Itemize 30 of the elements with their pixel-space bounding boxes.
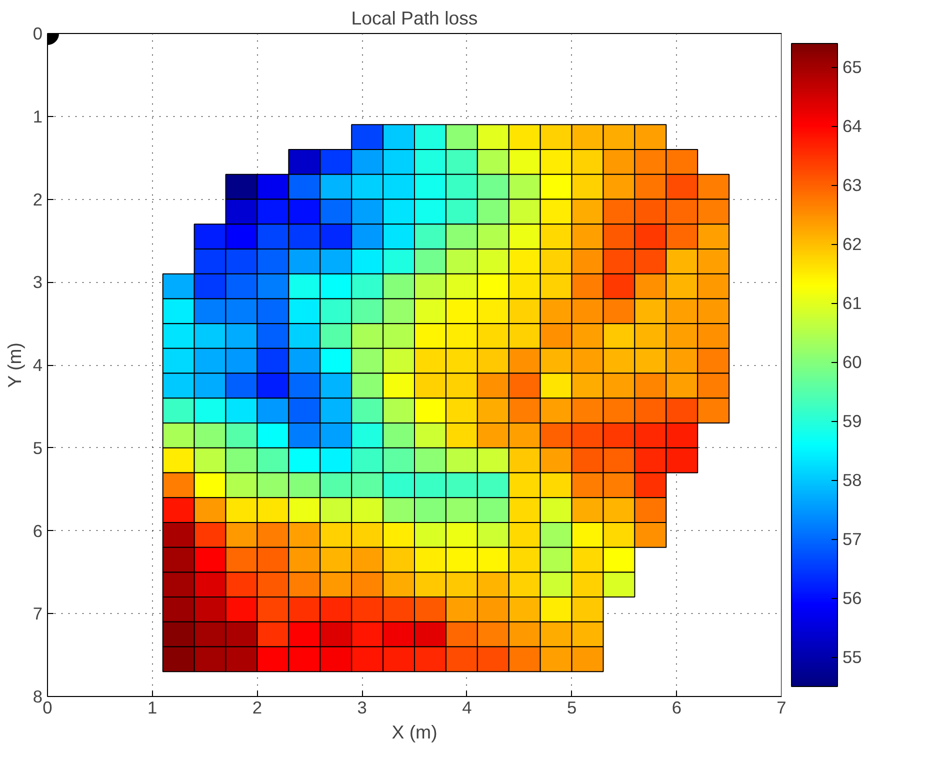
y-tick-label: 1 (32, 106, 43, 126)
x-tick-label: 4 (462, 698, 472, 718)
x-axis-title: X (m) (392, 722, 438, 742)
x-tick-label: 2 (252, 698, 262, 718)
color-bar-label: 55 (842, 647, 862, 668)
y-tick-label: 8 (32, 686, 43, 706)
y-tick-label: 7 (32, 604, 43, 624)
color-bar-label: 64 (842, 116, 862, 136)
color-bar-label: 60 (842, 352, 862, 372)
color-bar-label: 65 (842, 57, 862, 78)
y-tick-label: 4 (32, 355, 43, 375)
color-bar-label: 56 (842, 588, 862, 608)
y-tick-label: 0 (32, 24, 43, 44)
color-bar-label: 63 (842, 175, 862, 196)
y-tick-label: 5 (32, 438, 43, 458)
chart-title: Local Path loss (351, 8, 478, 28)
color-bar-label: 62 (842, 234, 862, 254)
x-tick-label: 6 (672, 698, 682, 718)
color-bar-label: 59 (842, 411, 862, 432)
color-bar-label: 57 (842, 529, 862, 550)
y-tick-label: 3 (32, 272, 43, 292)
color-bar-label: 61 (842, 293, 862, 314)
x-tick-label: 5 (566, 698, 577, 718)
y-tick-label: 2 (32, 189, 43, 210)
y-tick-label: 6 (32, 520, 43, 541)
y-axis-title: Y (m) (4, 342, 25, 388)
x-tick-label: 3 (357, 698, 367, 718)
color-bar-label: 58 (842, 470, 862, 490)
x-tick-label: 7 (776, 698, 786, 718)
x-tick-label: 1 (148, 698, 158, 718)
